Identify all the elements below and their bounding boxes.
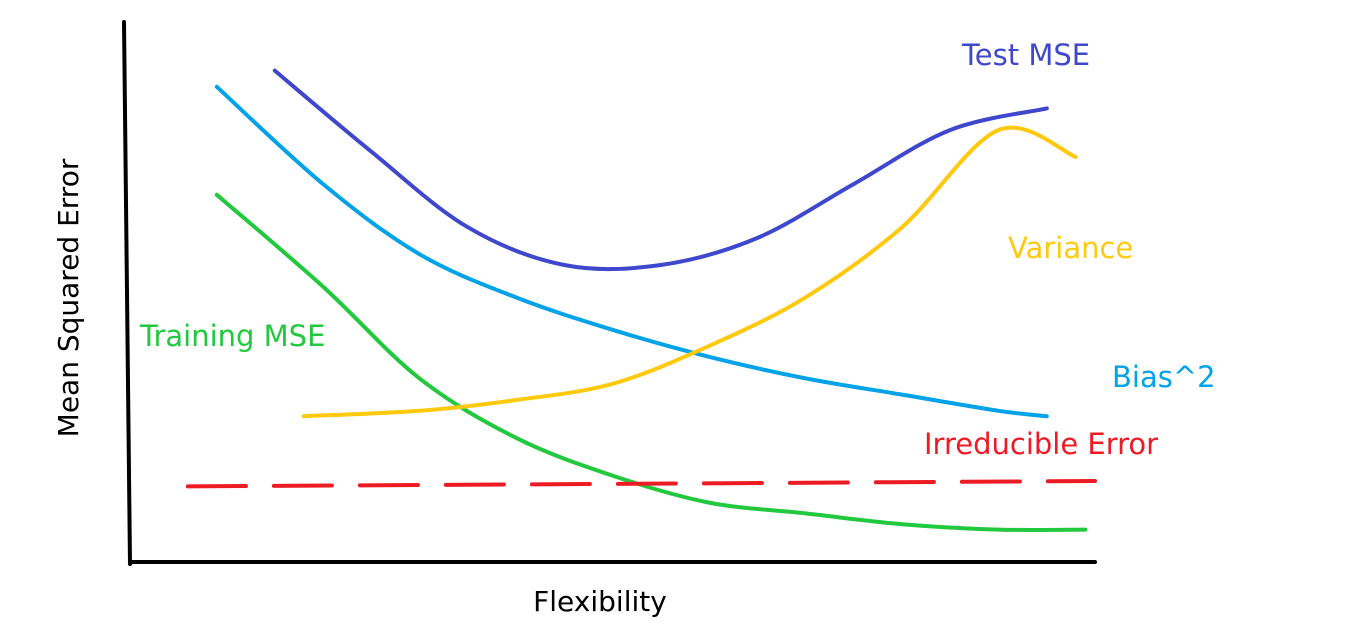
series-line-bias-2 <box>214 84 1049 419</box>
series-label-training-mse: Training MSE <box>139 319 325 353</box>
series-line-variance <box>301 125 1078 419</box>
series-label-bias-squared: Bias^2 <box>1112 360 1216 394</box>
series-group <box>185 68 1097 532</box>
y-axis-line <box>122 20 132 566</box>
y-axis-title: Mean Squared Error <box>52 158 85 437</box>
series-line-training-mse <box>214 192 1088 532</box>
series-label-variance: Variance <box>1008 231 1133 265</box>
x-axis-title: Flexibility <box>533 585 667 618</box>
series-line-test-mse <box>272 68 1049 272</box>
series-label-irreducible-error: Irreducible Error <box>924 427 1158 461</box>
series-label-test-mse: Test MSE <box>961 38 1090 72</box>
series-line-irreducible-error <box>185 479 1097 489</box>
